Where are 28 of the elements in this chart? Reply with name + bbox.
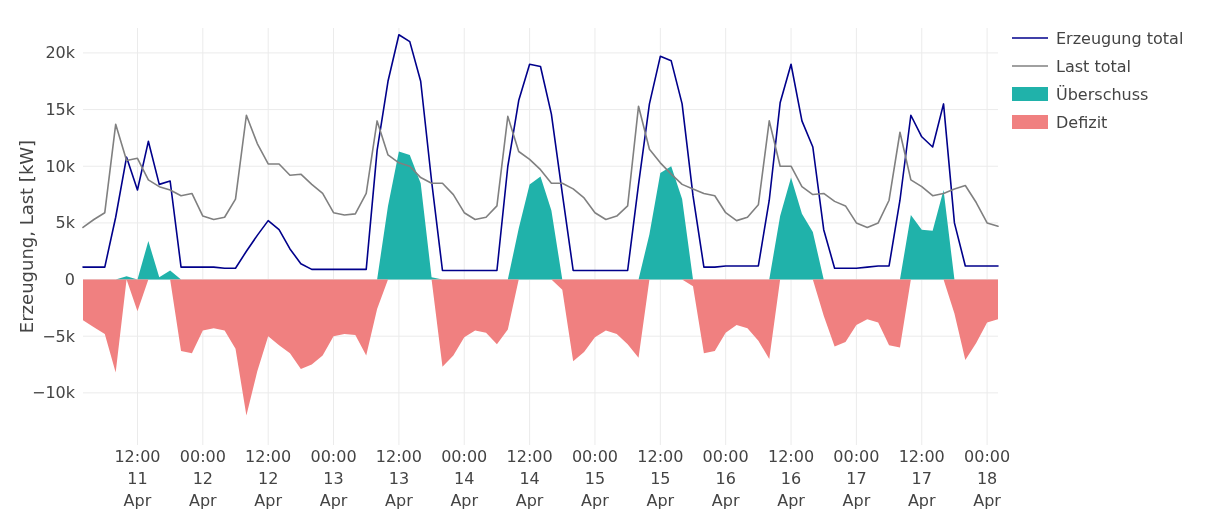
legend-label: Überschuss [1056,84,1149,104]
x-tick-label: 00:00 17 Apr [833,447,880,510]
x-tick-label: 12:00 17 Apr [898,447,945,510]
line-series [82,105,999,229]
y-tick-label: −10k [31,383,76,403]
legend-label: Erzeugung total [1056,28,1184,48]
y-tick-label: −5k [42,326,76,346]
y-tick-label: 0 [64,270,75,290]
x-tick-label: 00:00 15 Apr [571,447,619,510]
y-tick-label: 10k [45,156,76,176]
x-tick-label: 12:00 14 Apr [506,447,553,510]
x-tick-label: 00:00 13 Apr [310,447,357,510]
y-tick-label: 15k [45,100,76,120]
x-tick-label: 00:00 16 Apr [702,447,749,510]
x-tick-label: 00:00 14 Apr [441,447,488,510]
legend-label: Defizit [1056,112,1108,132]
x-tick-label: 12:00 15 Apr [637,447,684,510]
y-tick-label: 5k [55,213,76,233]
line-series [82,34,999,272]
x-tick-label: 12:00 13 Apr [375,447,422,510]
x-tick-label: 12:00 16 Apr [767,447,815,510]
legend-label: Last total [1056,56,1131,76]
y-axis-title: Erzeugung, Last [kW] [15,139,37,334]
x-tick-label: 00:00 12 Apr [179,447,226,510]
x-tick-label: 00:00 18 Apr [964,447,1011,510]
y-tick-label: 20k [45,43,76,63]
x-tick-label: 12:00 12 Apr [245,447,292,510]
x-tick-label: 12:00 11 Apr [114,447,161,510]
